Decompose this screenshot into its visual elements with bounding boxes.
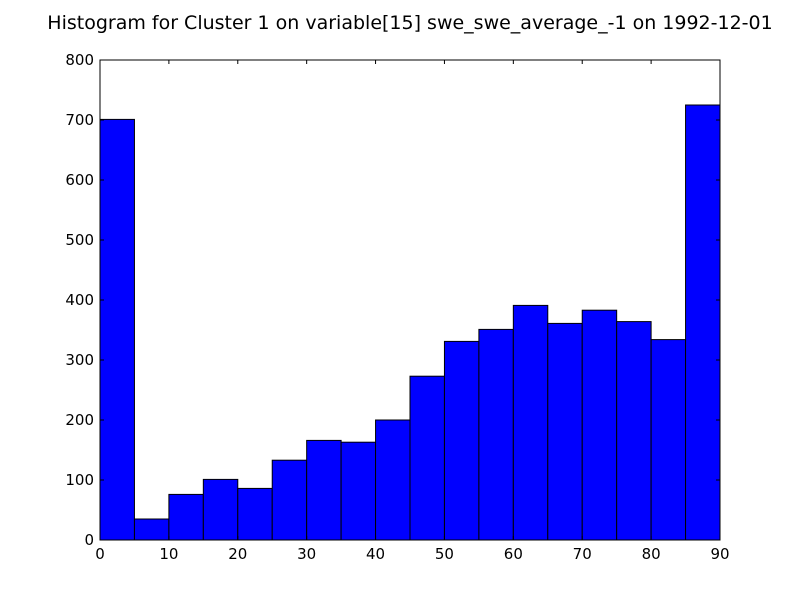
histogram-bar — [478, 328, 514, 541]
histogram-bar — [547, 322, 583, 541]
y-tick-label: 300 — [65, 351, 94, 369]
histogram-bar — [306, 439, 342, 541]
x-tick-label: 40 — [366, 545, 385, 563]
y-tick-label: 100 — [65, 471, 94, 489]
histogram-bar — [581, 309, 618, 541]
x-tick-label: 10 — [159, 545, 178, 563]
x-tick-label: 50 — [435, 545, 454, 563]
x-tick-label: 70 — [573, 545, 592, 563]
y-tick-label: 500 — [65, 231, 94, 249]
x-tick-label: 20 — [228, 545, 247, 563]
histogram-bar — [616, 321, 652, 541]
histogram-bar — [168, 493, 204, 541]
x-tick-label: 80 — [642, 545, 661, 563]
y-tick-label: 200 — [65, 411, 94, 429]
histogram-bar — [375, 419, 411, 541]
y-tick-label: 800 — [65, 51, 94, 69]
histogram-bar — [99, 118, 135, 541]
tick-labels-group: 0 10 20 30 40 50 60 70 80 90 0 100 200 300 400 500 600 70… — [65, 51, 729, 563]
histogram-bar — [271, 459, 308, 541]
y-tick-label: 700 — [65, 111, 94, 129]
histogram-bar — [133, 518, 170, 541]
histogram-bar — [340, 441, 377, 541]
x-tick-label: 0 — [95, 545, 105, 563]
histogram-bar — [685, 104, 721, 541]
histogram-bar — [512, 304, 549, 541]
x-tick-label: 90 — [710, 545, 729, 563]
y-tick-label: 0 — [84, 531, 94, 549]
x-tick-label: 30 — [297, 545, 316, 563]
x-tick-label: 60 — [504, 545, 523, 563]
histogram-bar — [443, 340, 480, 541]
histogram-bar — [237, 487, 273, 541]
axes-frame — [99, 59, 721, 541]
histogram-bar — [409, 375, 445, 541]
y-tick-label: 400 — [65, 291, 94, 309]
chart-title: Histogram for Cluster 1 on variable[15] … — [47, 12, 773, 34]
histogram-bar — [202, 478, 239, 541]
bars-group — [99, 104, 721, 541]
y-tick-label: 600 — [65, 171, 94, 189]
histogram-bar — [650, 339, 687, 541]
